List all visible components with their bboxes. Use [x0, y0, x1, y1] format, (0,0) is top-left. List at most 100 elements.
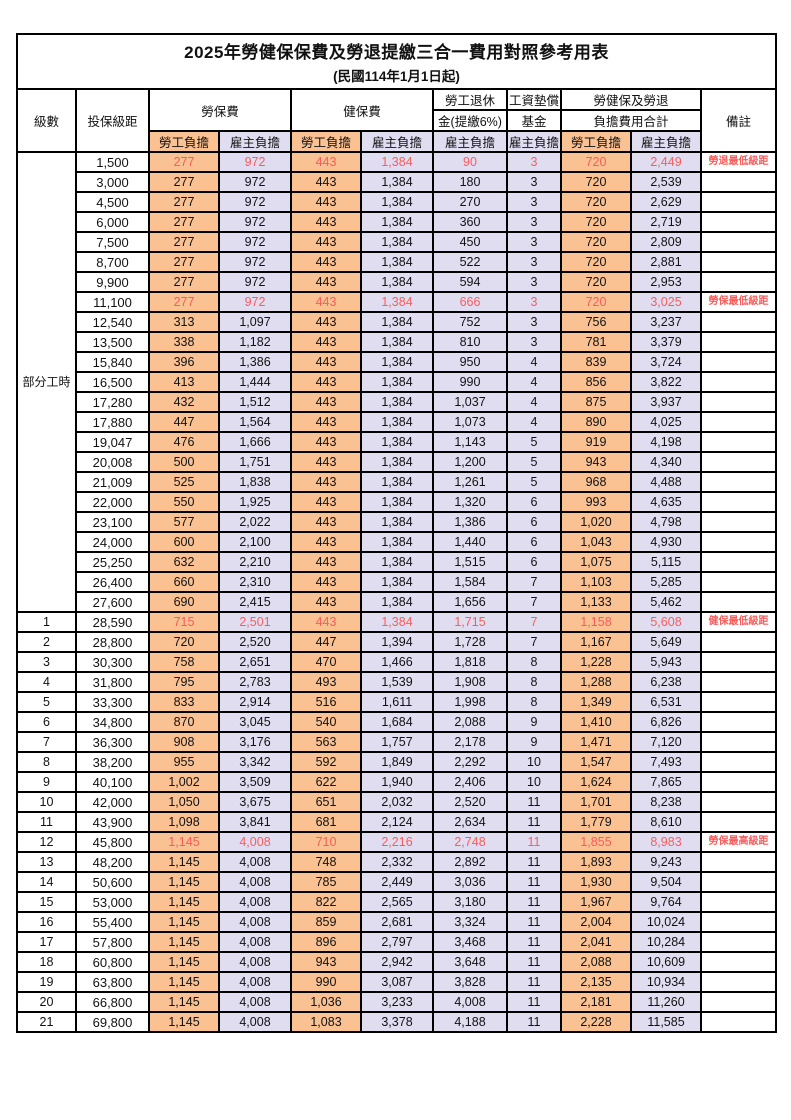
- bracket-cell: 13,500: [75, 331, 150, 353]
- title-cell: 2025年勞健保保費及勞退提繳三合一費用對照參考用表 (民國114年1月1日起): [15, 33, 778, 90]
- remark-cell: [699, 351, 778, 373]
- level-cell: 16: [16, 911, 77, 933]
- value-cell: 5,649: [630, 631, 702, 653]
- value-cell: 2,310: [218, 571, 292, 593]
- table-row: 4 31,800 795 2,783 493 1,539 1,908 8 1,288 6,238: [16, 671, 778, 693]
- value-cell: 360: [432, 211, 508, 233]
- value-cell: 2,783: [218, 671, 292, 693]
- value-cell: 3: [506, 231, 562, 253]
- value-cell: 8,238: [630, 791, 702, 813]
- value-cell: 5: [506, 431, 562, 453]
- table-row: 9 40,100 1,002 3,509 622 1,940 2,406 10 1,624 7,8…: [16, 771, 778, 793]
- value-cell: 2,719: [630, 211, 702, 233]
- value-cell: 1,043: [560, 531, 632, 553]
- col-header-wage-fund-line1: 工資墊償: [506, 88, 562, 111]
- remark-cell: [699, 311, 778, 333]
- value-cell: 9,764: [630, 891, 702, 913]
- value-cell: 4,008: [432, 991, 508, 1013]
- bracket-cell: 45,800: [75, 831, 150, 853]
- value-cell: 972: [218, 151, 292, 173]
- bracket-cell: 28,800: [75, 631, 150, 653]
- value-cell: 1,940: [360, 771, 434, 793]
- value-cell: 11: [506, 871, 562, 893]
- value-cell: 2,449: [360, 871, 434, 893]
- value-cell: 2,914: [218, 691, 292, 713]
- remark-cell: [699, 191, 778, 213]
- bracket-cell: 63,800: [75, 971, 150, 993]
- value-cell: 1,624: [560, 771, 632, 793]
- value-cell: 11: [506, 811, 562, 833]
- value-cell: 3,233: [360, 991, 434, 1013]
- level-cell: 3: [16, 651, 77, 673]
- value-cell: 870: [148, 711, 220, 733]
- value-cell: 2,651: [218, 651, 292, 673]
- remark-cell: [699, 231, 778, 253]
- bracket-cell: 19,047: [75, 431, 150, 453]
- value-cell: 4,008: [218, 831, 292, 853]
- value-cell: 450: [432, 231, 508, 253]
- value-cell: 413: [148, 371, 220, 393]
- value-cell: 972: [218, 191, 292, 213]
- value-cell: 3,675: [218, 791, 292, 813]
- level-cell: 14: [16, 871, 77, 893]
- table-row: 12 45,800 1,145 4,008 710 2,216 2,748 11 1,855 8,…: [16, 831, 778, 853]
- value-cell: 720: [560, 291, 632, 313]
- value-cell: 720: [148, 631, 220, 653]
- bracket-cell: 8,700: [75, 251, 150, 273]
- value-cell: 1,384: [360, 171, 434, 193]
- value-cell: 1,515: [432, 551, 508, 573]
- table-row: 4,500 277 972 443 1,384 270 3 720 2,629: [17, 191, 778, 213]
- value-cell: 550: [148, 491, 220, 513]
- value-cell: 6: [506, 551, 562, 573]
- value-cell: 1,384: [360, 391, 434, 413]
- subheader-wage-fund-employer: 雇主負擔: [506, 130, 562, 153]
- value-cell: 4,188: [432, 1011, 508, 1033]
- value-cell: 3,822: [630, 371, 702, 393]
- value-cell: 2,088: [432, 711, 508, 733]
- value-cell: 493: [290, 671, 362, 693]
- subheader-labor-employer: 雇主負擔: [218, 130, 292, 153]
- remark-cell: [699, 251, 778, 273]
- value-cell: 1,133: [560, 591, 632, 613]
- value-cell: 4: [506, 411, 562, 433]
- value-cell: 1,103: [560, 571, 632, 593]
- table-row: 26,400 660 2,310 443 1,384 1,584 7 1,103 5,285: [17, 571, 778, 593]
- value-cell: 720: [560, 231, 632, 253]
- value-cell: 7: [506, 591, 562, 613]
- header-row-2: 金(提繳6%) 基金 負擔費用合計: [17, 109, 776, 132]
- value-cell: 1,384: [360, 351, 434, 373]
- remark-cell: [699, 971, 778, 993]
- table-row: 3 30,300 758 2,651 470 1,466 1,818 8 1,228 5,943: [16, 651, 778, 673]
- value-cell: 1,097: [218, 311, 292, 333]
- value-cell: 6: [506, 511, 562, 533]
- value-cell: 11: [506, 911, 562, 933]
- value-cell: 1,036: [290, 991, 362, 1013]
- table-row: 14 50,600 1,145 4,008 785 2,449 3,036 11 1,930 9,…: [16, 871, 778, 893]
- value-cell: 277: [148, 231, 220, 253]
- table-row: 10 42,000 1,050 3,675 651 2,032 2,520 11 1,701 8,…: [16, 791, 778, 813]
- remark-cell: [699, 491, 778, 513]
- value-cell: 11: [506, 991, 562, 1013]
- value-cell: 1,050: [148, 791, 220, 813]
- value-cell: 7,120: [630, 731, 702, 753]
- value-cell: 1,656: [432, 591, 508, 613]
- value-cell: 972: [218, 271, 292, 293]
- value-cell: 443: [290, 211, 362, 233]
- value-cell: 1,838: [218, 471, 292, 493]
- value-cell: 443: [290, 451, 362, 473]
- value-cell: 338: [148, 331, 220, 353]
- value-cell: 3,937: [630, 391, 702, 413]
- value-cell: 690: [148, 591, 220, 613]
- value-cell: 1,701: [560, 791, 632, 813]
- value-cell: 859: [290, 911, 362, 933]
- remark-cell: [699, 931, 778, 953]
- subheader-health-employer: 雇主負擔: [360, 130, 434, 153]
- level-cell: 12: [16, 831, 77, 853]
- value-cell: 4,008: [218, 1011, 292, 1033]
- remark-cell: [699, 791, 778, 813]
- value-cell: 1,083: [290, 1011, 362, 1033]
- remark-cell: [699, 651, 778, 673]
- remark-cell: [699, 591, 778, 613]
- value-cell: 1,384: [360, 311, 434, 333]
- value-cell: 3: [506, 291, 562, 313]
